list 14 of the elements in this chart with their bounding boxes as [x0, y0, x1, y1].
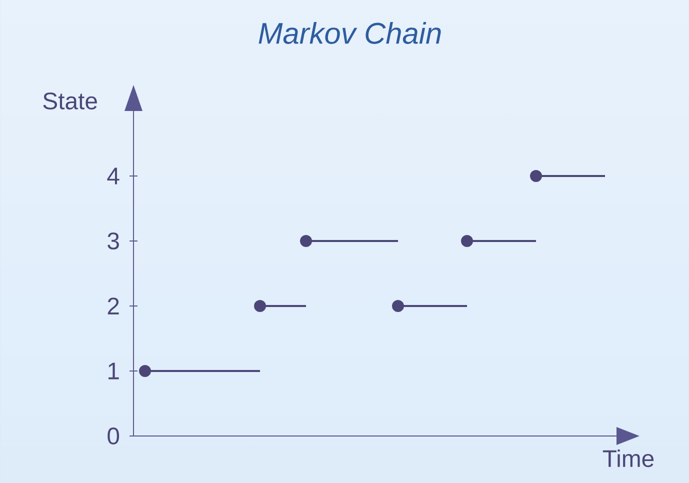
y-tick-label: 3: [108, 232, 119, 250]
x-axis-title: Time: [602, 450, 654, 468]
y-tick-label: 4: [107, 168, 120, 184]
chart-title: Markov Chain: [258, 22, 441, 44]
y-axis-title: State: [43, 92, 97, 110]
point: [139, 364, 152, 377]
point: [392, 300, 404, 312]
point: [461, 234, 474, 247]
y-tick-label: 1: [108, 362, 119, 380]
point: [254, 300, 266, 312]
y-tick-label: 0: [108, 428, 120, 444]
point: [300, 234, 312, 247]
point: [530, 170, 542, 182]
y-tick-label: 2: [108, 298, 119, 314]
